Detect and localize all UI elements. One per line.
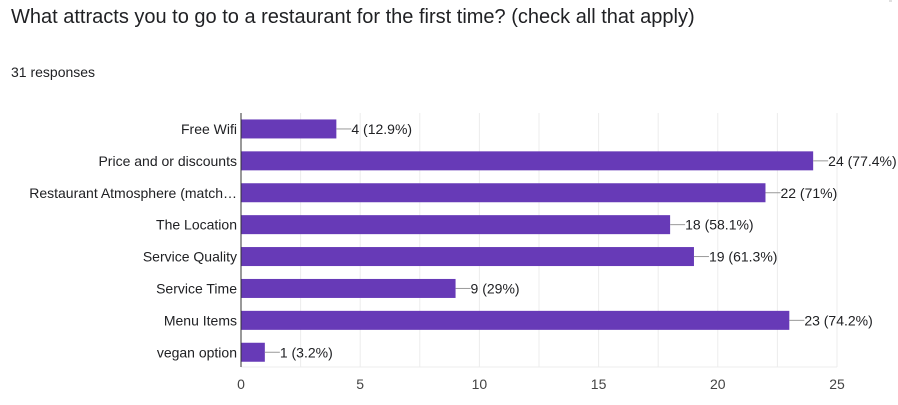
category-label: Restaurant Atmosphere (match… [29, 185, 237, 201]
category-label: Menu Items [164, 312, 237, 328]
x-tick-label: 25 [829, 376, 845, 392]
category-label: The Location [156, 217, 237, 233]
data-label: 22 (71%) [780, 185, 837, 201]
x-tick-label: 15 [591, 376, 607, 392]
data-label: 1 (3.2%) [280, 344, 333, 360]
bar [241, 342, 265, 362]
x-tick-label: 0 [237, 376, 245, 392]
bar [241, 278, 456, 298]
bar [241, 215, 671, 235]
category-label: Free Wifi [181, 121, 237, 137]
category-label: Price and or discounts [98, 153, 237, 169]
bar [241, 247, 694, 267]
bar [241, 310, 790, 330]
x-tick-label: 5 [356, 376, 364, 392]
x-tick-label: 10 [472, 376, 488, 392]
data-label: 4 (12.9%) [351, 121, 412, 137]
category-label: Service Time [156, 280, 237, 296]
bar [241, 119, 337, 139]
category-label: Service Quality [143, 249, 237, 265]
category-label: vegan option [157, 344, 237, 360]
data-label: 19 (61.3%) [709, 249, 777, 265]
corner-mark [889, 0, 892, 2]
data-label: 23 (74.2%) [804, 312, 872, 328]
data-label: 24 (77.4%) [828, 153, 896, 169]
bar [241, 183, 766, 203]
data-label: 18 (58.1%) [685, 217, 753, 233]
response-count: 31 responses [11, 64, 96, 80]
question-title: What attracts you to go to a restaurant … [11, 6, 695, 28]
x-tick-label: 20 [710, 376, 726, 392]
data-label: 9 (29%) [471, 280, 520, 296]
bar [241, 151, 814, 171]
